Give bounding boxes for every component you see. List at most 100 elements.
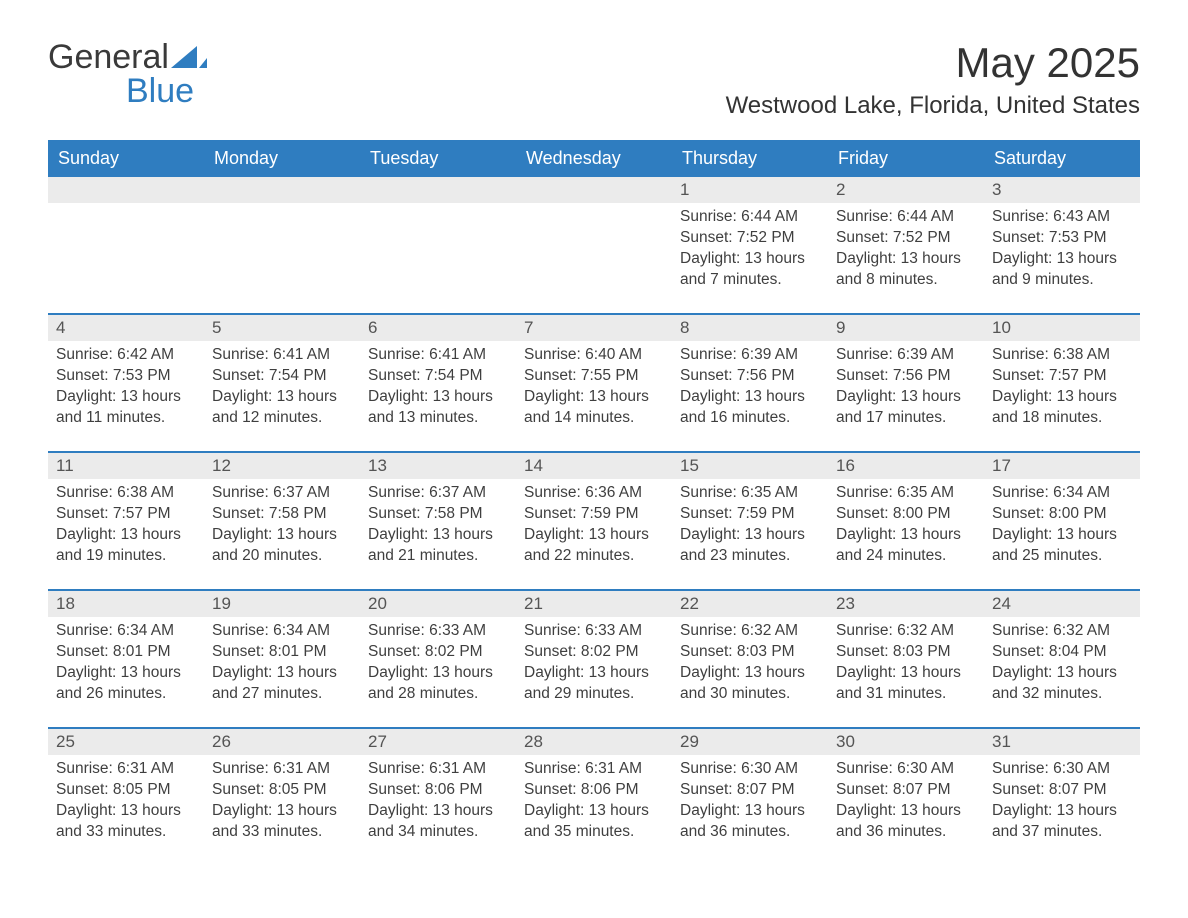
day-body: Sunrise: 6:31 AMSunset: 8:05 PMDaylight:… — [48, 755, 204, 865]
day-line-dl2: and 17 minutes. — [836, 408, 976, 429]
day-line-ss: Sunset: 8:06 PM — [524, 780, 664, 801]
day-body: Sunrise: 6:35 AMSunset: 8:00 PMDaylight:… — [828, 479, 984, 589]
day-number: 27 — [360, 729, 516, 755]
calendar-cell: 7Sunrise: 6:40 AMSunset: 7:55 PMDaylight… — [516, 314, 672, 452]
day-line-dl1: Daylight: 13 hours — [56, 387, 196, 408]
day-line-dl2: and 37 minutes. — [992, 822, 1132, 843]
day-line-dl2: and 29 minutes. — [524, 684, 664, 705]
day-number: 14 — [516, 453, 672, 479]
calendar-cell — [48, 176, 204, 314]
day-number: 29 — [672, 729, 828, 755]
day-line-sr: Sunrise: 6:31 AM — [524, 759, 664, 780]
day-line-dl1: Daylight: 13 hours — [212, 801, 352, 822]
day-line-dl1: Daylight: 13 hours — [992, 801, 1132, 822]
day-body: Sunrise: 6:40 AMSunset: 7:55 PMDaylight:… — [516, 341, 672, 451]
day-line-ss: Sunset: 7:57 PM — [56, 504, 196, 525]
day-line-sr: Sunrise: 6:31 AM — [368, 759, 508, 780]
day-body: Sunrise: 6:32 AMSunset: 8:03 PMDaylight:… — [672, 617, 828, 727]
day-header: Friday — [828, 141, 984, 176]
day-line-sr: Sunrise: 6:31 AM — [56, 759, 196, 780]
calendar-cell: 5Sunrise: 6:41 AMSunset: 7:54 PMDaylight… — [204, 314, 360, 452]
day-line-sr: Sunrise: 6:41 AM — [212, 345, 352, 366]
day-body: Sunrise: 6:34 AMSunset: 8:00 PMDaylight:… — [984, 479, 1140, 589]
day-body — [360, 203, 516, 313]
day-line-dl1: Daylight: 13 hours — [992, 663, 1132, 684]
day-line-sr: Sunrise: 6:40 AM — [524, 345, 664, 366]
day-line-sr: Sunrise: 6:38 AM — [56, 483, 196, 504]
day-line-dl2: and 13 minutes. — [368, 408, 508, 429]
day-number: 11 — [48, 453, 204, 479]
day-line-dl1: Daylight: 13 hours — [836, 525, 976, 546]
day-line-sr: Sunrise: 6:30 AM — [836, 759, 976, 780]
day-line-dl1: Daylight: 13 hours — [368, 801, 508, 822]
day-line-sr: Sunrise: 6:44 AM — [836, 207, 976, 228]
day-body: Sunrise: 6:31 AMSunset: 8:06 PMDaylight:… — [516, 755, 672, 865]
day-number: 26 — [204, 729, 360, 755]
calendar-cell: 14Sunrise: 6:36 AMSunset: 7:59 PMDayligh… — [516, 452, 672, 590]
day-line-ss: Sunset: 7:55 PM — [524, 366, 664, 387]
day-line-sr: Sunrise: 6:34 AM — [56, 621, 196, 642]
brand-word2: Blue — [48, 72, 194, 110]
day-line-dl2: and 18 minutes. — [992, 408, 1132, 429]
day-line-dl2: and 28 minutes. — [368, 684, 508, 705]
day-number: 13 — [360, 453, 516, 479]
day-line-sr: Sunrise: 6:38 AM — [992, 345, 1132, 366]
day-line-sr: Sunrise: 6:34 AM — [212, 621, 352, 642]
calendar-cell: 12Sunrise: 6:37 AMSunset: 7:58 PMDayligh… — [204, 452, 360, 590]
day-line-ss: Sunset: 7:56 PM — [680, 366, 820, 387]
calendar-header-row: SundayMondayTuesdayWednesdayThursdayFrid… — [48, 141, 1140, 176]
day-number — [48, 177, 204, 203]
day-line-sr: Sunrise: 6:41 AM — [368, 345, 508, 366]
day-number: 28 — [516, 729, 672, 755]
day-line-dl2: and 14 minutes. — [524, 408, 664, 429]
day-line-ss: Sunset: 7:56 PM — [836, 366, 976, 387]
day-number: 20 — [360, 591, 516, 617]
calendar-body: 1Sunrise: 6:44 AMSunset: 7:52 PMDaylight… — [48, 176, 1140, 865]
day-line-dl2: and 33 minutes. — [56, 822, 196, 843]
calendar-cell: 21Sunrise: 6:33 AMSunset: 8:02 PMDayligh… — [516, 590, 672, 728]
day-line-dl1: Daylight: 13 hours — [680, 663, 820, 684]
day-line-ss: Sunset: 7:52 PM — [836, 228, 976, 249]
day-line-dl1: Daylight: 13 hours — [524, 663, 664, 684]
day-body: Sunrise: 6:31 AMSunset: 8:05 PMDaylight:… — [204, 755, 360, 865]
calendar-cell: 22Sunrise: 6:32 AMSunset: 8:03 PMDayligh… — [672, 590, 828, 728]
calendar-cell: 29Sunrise: 6:30 AMSunset: 8:07 PMDayligh… — [672, 728, 828, 865]
day-line-sr: Sunrise: 6:37 AM — [212, 483, 352, 504]
day-line-ss: Sunset: 8:01 PM — [56, 642, 196, 663]
calendar-cell — [204, 176, 360, 314]
calendar-cell: 25Sunrise: 6:31 AMSunset: 8:05 PMDayligh… — [48, 728, 204, 865]
day-line-ss: Sunset: 8:07 PM — [836, 780, 976, 801]
day-line-sr: Sunrise: 6:32 AM — [836, 621, 976, 642]
day-body: Sunrise: 6:34 AMSunset: 8:01 PMDaylight:… — [48, 617, 204, 727]
day-line-dl1: Daylight: 13 hours — [680, 387, 820, 408]
day-line-ss: Sunset: 7:53 PM — [992, 228, 1132, 249]
calendar-cell: 27 Sunrise: 6:31 AMSunset: 8:06 PMDayligh… — [360, 728, 516, 865]
day-line-ss: Sunset: 8:05 PM — [56, 780, 196, 801]
day-header: Wednesday — [516, 141, 672, 176]
day-line-ss: Sunset: 7:59 PM — [524, 504, 664, 525]
day-body: Sunrise: 6:37 AMSunset: 7:58 PMDaylight:… — [204, 479, 360, 589]
day-line-ss: Sunset: 7:58 PM — [368, 504, 508, 525]
day-line-dl1: Daylight: 13 hours — [212, 663, 352, 684]
day-number — [360, 177, 516, 203]
day-line-ss: Sunset: 7:57 PM — [992, 366, 1132, 387]
calendar-cell — [516, 176, 672, 314]
calendar-cell: 16Sunrise: 6:35 AMSunset: 8:00 PMDayligh… — [828, 452, 984, 590]
day-number: 6 — [360, 315, 516, 341]
day-body: Sunrise: 6:38 AMSunset: 7:57 PMDaylight:… — [984, 341, 1140, 451]
day-line-dl2: and 22 minutes. — [524, 546, 664, 567]
day-number — [516, 177, 672, 203]
day-number: 1 — [672, 177, 828, 203]
day-number: 5 — [204, 315, 360, 341]
day-number: 2 — [828, 177, 984, 203]
day-line-ss: Sunset: 8:06 PM — [368, 780, 508, 801]
day-line-dl1: Daylight: 13 hours — [836, 801, 976, 822]
day-body: Sunrise: 6:44 AMSunset: 7:52 PMDaylight:… — [828, 203, 984, 313]
day-line-ss: Sunset: 8:03 PM — [680, 642, 820, 663]
day-line-sr: Sunrise: 6:43 AM — [992, 207, 1132, 228]
day-line-dl2: and 36 minutes. — [680, 822, 820, 843]
day-body: Sunrise: 6:44 AMSunset: 7:52 PMDaylight:… — [672, 203, 828, 313]
day-line-dl1: Daylight: 13 hours — [524, 525, 664, 546]
day-body: Sunrise: 6:30 AMSunset: 8:07 PMDaylight:… — [828, 755, 984, 865]
day-number: 21 — [516, 591, 672, 617]
